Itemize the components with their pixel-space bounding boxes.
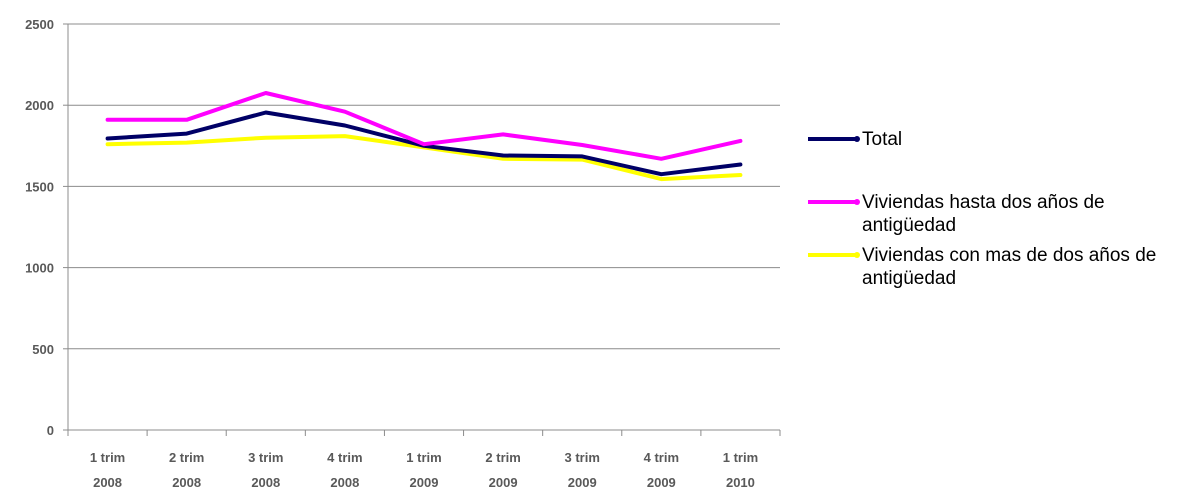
grid-lines (68, 23, 780, 350)
y-tick-label: 500 (32, 342, 54, 357)
line-chart: 0 500 1000 1500 2000 2500 1 trim 2008 2 trim 200… (25, 17, 781, 490)
legend-item-total: Total (808, 128, 1191, 151)
legend-swatch-older-homes (808, 252, 860, 258)
x-tick-label: 2 trim 2008 (169, 450, 204, 490)
y-tick-label: 1000 (25, 261, 54, 276)
x-tick-label: 1 trim 2008 (90, 450, 125, 490)
y-tick-label: 2000 (25, 98, 54, 113)
legend-label-older-homes: Viviendas con mas de dos años de antigüe… (862, 245, 1157, 289)
legend-swatch-new-homes (808, 199, 860, 205)
y-tick-label: 1500 (25, 179, 54, 194)
x-tick-label: 2 trim 2009 (485, 450, 520, 490)
series-lines (105, 91, 743, 182)
legend-swatch-total (808, 136, 860, 142)
x-tick-label: 4 trim 2008 (327, 450, 362, 490)
y-axis-tick-labels: 0 500 1000 1500 2000 2500 (25, 17, 54, 438)
x-tick-label: 1 trim 2010 (723, 450, 758, 490)
legend-item-new-homes: Viviendas hasta dos años de antigüedad (808, 191, 1191, 237)
legend-label-new-homes: Viviendas hasta dos años de antigüedad (862, 192, 1105, 236)
x-tick-label: 3 trim 2009 (565, 450, 600, 490)
y-tick-label: 0 (47, 423, 54, 438)
x-tick-label: 1 trim 2009 (406, 450, 441, 490)
y-tick-label: 2500 (25, 17, 54, 32)
x-tick-label: 3 trim 2008 (248, 450, 283, 490)
chart-legend: Total Viviendas hasta dos años de antigü… (808, 128, 1191, 290)
series-line-1 (105, 91, 743, 161)
x-axis-tick-labels: 1 trim 2008 2 trim 2008 3 trim 2008 4 trim 2008… (90, 450, 758, 490)
legend-label-total: Total (862, 129, 903, 150)
legend-item-older-homes: Viviendas con mas de dos años de antigüe… (808, 244, 1191, 290)
x-tick-label: 4 trim 2009 (644, 450, 679, 490)
axes (63, 23, 781, 436)
